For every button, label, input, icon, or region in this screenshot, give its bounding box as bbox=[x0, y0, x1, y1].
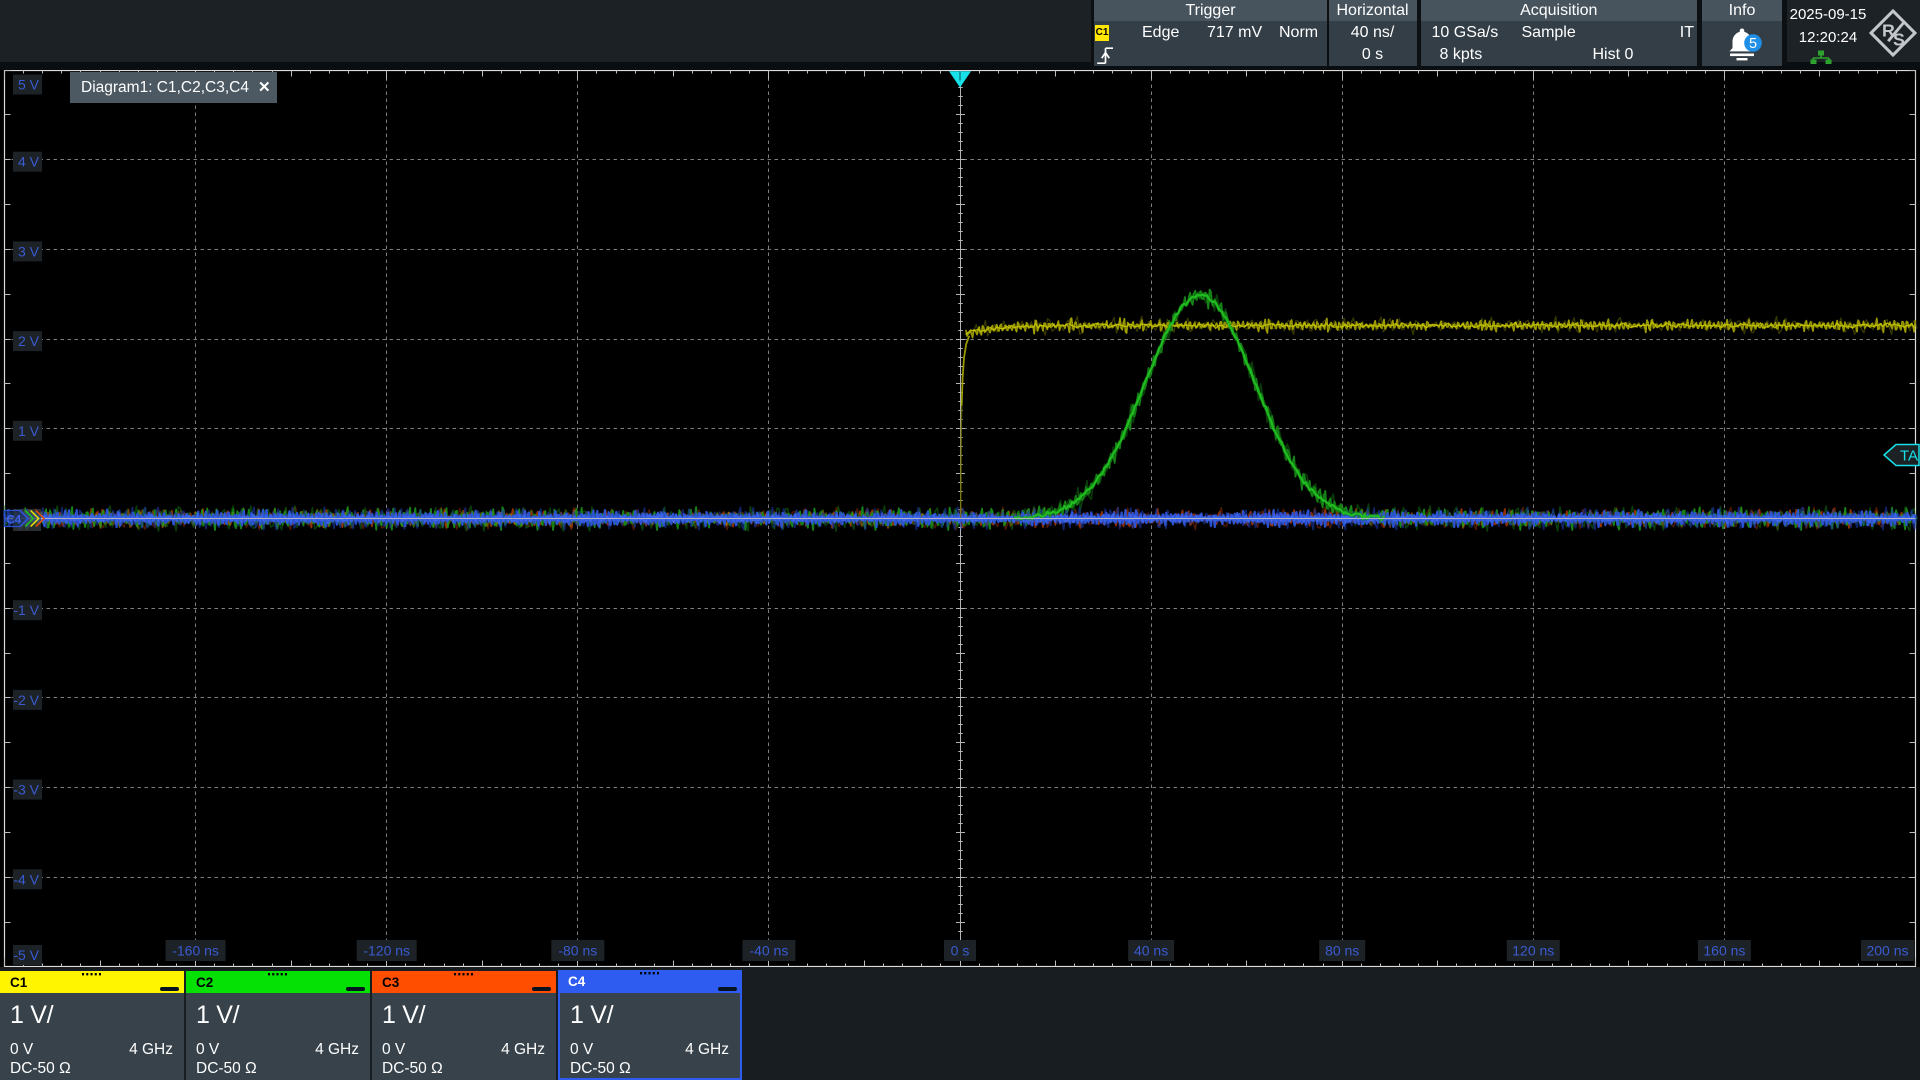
svg-text:200 ns: 200 ns bbox=[1866, 943, 1908, 959]
svg-text:5 V: 5 V bbox=[18, 77, 40, 93]
svg-text:‑120 ns: ‑120 ns bbox=[363, 943, 410, 959]
svg-text:80 ns: 80 ns bbox=[1325, 943, 1359, 959]
svg-text:‑1 V: ‑1 V bbox=[13, 602, 39, 618]
svg-text:1 V: 1 V bbox=[18, 423, 40, 439]
svg-text:40 ns: 40 ns bbox=[1134, 943, 1168, 959]
svg-text:‑5 V: ‑5 V bbox=[13, 947, 39, 963]
svg-text:‑40 ns: ‑40 ns bbox=[749, 943, 788, 959]
svg-text:4 V: 4 V bbox=[18, 154, 40, 170]
svg-text:0 s: 0 s bbox=[951, 943, 970, 959]
svg-text:120 ns: 120 ns bbox=[1512, 943, 1554, 959]
svg-text:C4: C4 bbox=[7, 515, 22, 527]
svg-text:‑2 V: ‑2 V bbox=[13, 692, 39, 708]
svg-text:‑160 ns: ‑160 ns bbox=[172, 943, 219, 959]
svg-text:5: 5 bbox=[1749, 36, 1757, 52]
svg-text:‑80 ns: ‑80 ns bbox=[558, 943, 597, 959]
svg-text:2 V: 2 V bbox=[18, 333, 40, 349]
svg-text:‑4 V: ‑4 V bbox=[13, 871, 39, 887]
svg-text:3 V: 3 V bbox=[18, 243, 40, 259]
svg-text:‑3 V: ‑3 V bbox=[13, 782, 39, 798]
svg-text:TA: TA bbox=[1900, 448, 1918, 465]
svg-text:S: S bbox=[1893, 29, 1905, 49]
svg-text:160 ns: 160 ns bbox=[1703, 943, 1745, 959]
